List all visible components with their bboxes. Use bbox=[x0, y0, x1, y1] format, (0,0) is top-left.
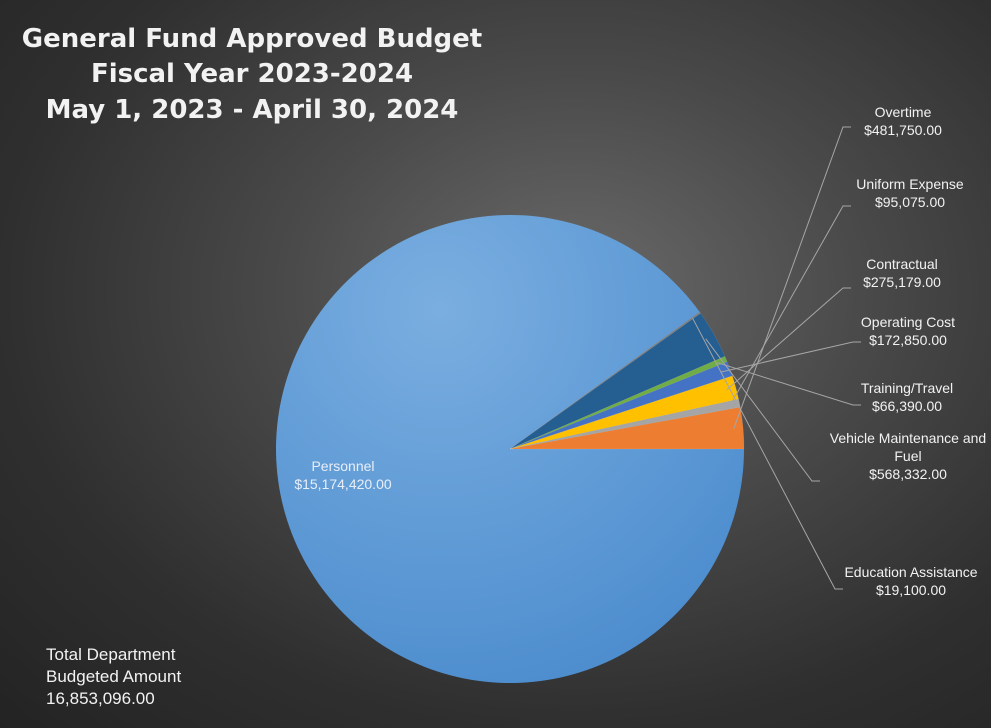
pie-slice-uniform-expense bbox=[509, 398, 741, 450]
leader-line-7 bbox=[729, 205, 851, 406]
data-label-personnel: Personnel $15,174,420.00 bbox=[294, 458, 392, 492]
data-label-vehicle-maintenance-and-fuel: Vehicle Maintenance and Fuel $568,332.00 bbox=[830, 430, 986, 482]
data-label-operating-cost: Operating Cost $172,850.00 bbox=[861, 314, 955, 348]
total-note-line-1: Total Department bbox=[46, 645, 176, 664]
chart-title: General Fund Approved Budget Fiscal Year … bbox=[22, 24, 482, 125]
pie-slice-vehicle-maintenance-and-fuel bbox=[509, 312, 726, 450]
leader-lines bbox=[692, 126, 861, 590]
data-label-education-assistance: Education Assistance $19,100.00 bbox=[844, 564, 977, 598]
pie-slice-education-assistance bbox=[509, 311, 701, 450]
title-line-1: General Fund Approved Budget bbox=[22, 24, 482, 54]
data-label-overtime: Overtime $481,750.00 bbox=[864, 104, 942, 138]
data-label-training-travel: Training/Travel $66,390.00 bbox=[861, 380, 953, 414]
leader-line-4 bbox=[717, 362, 861, 406]
total-budget-note: Total Department Budgeted Amount 16,853,… bbox=[46, 644, 181, 710]
leader-line-5 bbox=[720, 341, 861, 373]
total-note-amount: 16,853,096.00 bbox=[46, 689, 155, 708]
total-note-line-2: Budgeted Amount bbox=[46, 667, 182, 686]
leader-line-8 bbox=[733, 126, 851, 430]
data-label-contractual: Contractual $275,179.00 bbox=[863, 256, 941, 290]
data-labels: Personnel $15,174,420.00 Education Assista… bbox=[294, 104, 986, 598]
pie-slice-overtime bbox=[509, 406, 745, 450]
title-line-2: Fiscal Year 2023-2024 bbox=[91, 59, 413, 89]
title-line-3: May 1, 2023 - April 30, 2024 bbox=[46, 95, 459, 125]
pie-slice-contractual bbox=[509, 375, 739, 450]
pie-slices bbox=[276, 214, 745, 684]
leader-line-6 bbox=[726, 287, 851, 391]
data-label-uniform-expense: Uniform Expense $95,075.00 bbox=[856, 176, 964, 210]
leader-line-2 bbox=[692, 317, 843, 590]
pie-slice-operating-cost bbox=[509, 361, 733, 450]
pie-slice-training-travel bbox=[509, 356, 728, 450]
